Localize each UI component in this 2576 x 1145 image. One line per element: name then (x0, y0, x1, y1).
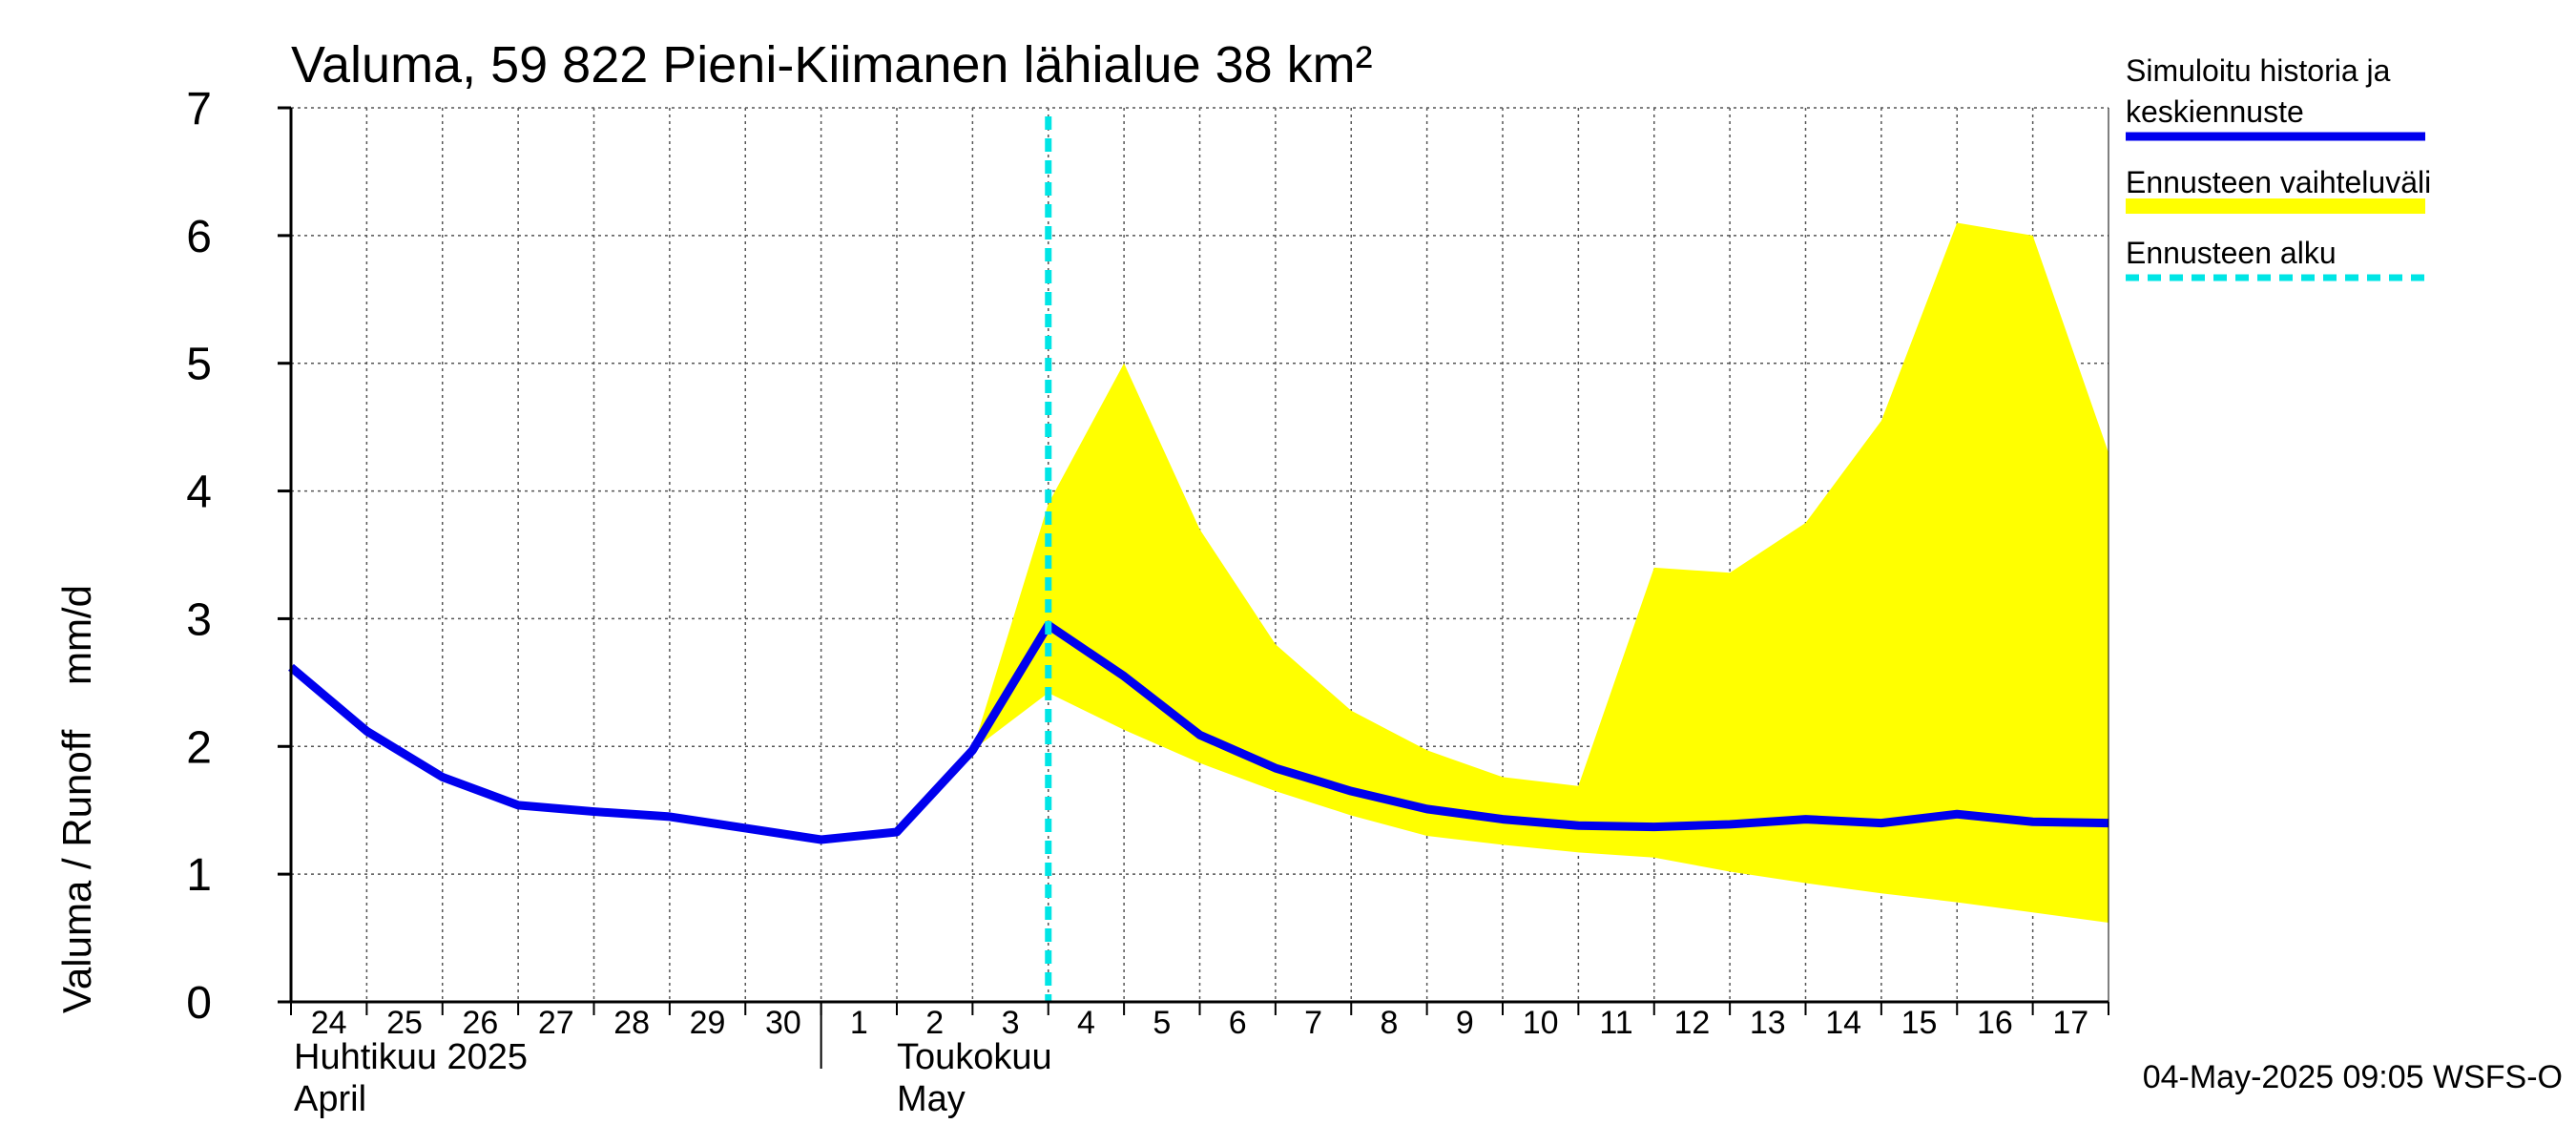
y-tick-label: 0 (186, 978, 212, 1029)
legend-label-simulated: Simuloitu historia ja (2126, 53, 2391, 88)
month-label-fi-may: Toukokuu (897, 1037, 1052, 1077)
x-tick-label: 10 (1523, 1005, 1559, 1041)
x-tick-label: 2 (925, 1005, 944, 1041)
x-tick-label: 15 (1901, 1005, 1938, 1041)
month-label-en-april: April (294, 1079, 366, 1119)
x-tick-label: 9 (1456, 1005, 1474, 1041)
x-tick-label: 3 (1002, 1005, 1020, 1041)
chart-title: Valuma, 59 822 Pieni-Kiimanen lähialue 3… (291, 36, 1373, 94)
month-label-en-may: May (897, 1079, 966, 1119)
month-label-fi-april: Huhtikuu 2025 (294, 1037, 528, 1077)
mean-line-layer (288, 620, 2109, 844)
legend-label-forecast-start: Ennusteen alku (2126, 236, 2337, 270)
x-tick-label: 13 (1750, 1005, 1786, 1041)
y-tick-labels: 0 1 2 3 4 5 6 7 (186, 84, 291, 1029)
y-tick-label: 5 (186, 340, 212, 390)
y-tick-label: 6 (186, 212, 212, 262)
x-tick-labels: 24 25 26 27 28 29 30 1 2 3 4 5 6 7 8 9 10 11 12 13 14 15 16 17 (290, 1002, 2109, 1041)
x-tick-label: 14 (1825, 1005, 1861, 1041)
grid-lines (291, 107, 2109, 1002)
x-tick-label: 7 (1304, 1005, 1322, 1041)
forecast-range-layer (972, 222, 2109, 924)
x-tick-label: 30 (765, 1005, 801, 1041)
legend-label-range: Ennusteen vaihteluväli (2126, 165, 2431, 199)
legend-label-simulated-cont: keskiennuste (2126, 94, 2304, 129)
y-tick-label: 1 (186, 850, 212, 901)
simulated-mean-line (288, 620, 2109, 844)
x-tick-label: 6 (1229, 1005, 1247, 1041)
x-tick-label: 5 (1153, 1005, 1171, 1041)
legend: Simuloitu historia ja keskiennuste Ennus… (2126, 53, 2431, 281)
y-tick-label: 2 (186, 722, 212, 773)
x-tick-label: 27 (538, 1005, 574, 1041)
x-tick-label: 29 (690, 1005, 726, 1041)
x-tick-label: 28 (613, 1005, 650, 1041)
x-tick-label: 25 (386, 1005, 423, 1041)
forecast-range-band (972, 222, 2109, 924)
x-tick-label: 24 (311, 1005, 347, 1041)
timestamp-footer: 04-May-2025 09:05 WSFS-O (2143, 1059, 2563, 1095)
x-tick-label: 17 (2052, 1005, 2088, 1041)
x-tick-label: 4 (1077, 1005, 1095, 1041)
x-tick-label: 26 (463, 1005, 499, 1041)
x-tick-label: 12 (1674, 1005, 1711, 1041)
x-tick-label: 8 (1380, 1005, 1398, 1041)
x-tick-label: 11 (1599, 1005, 1632, 1041)
y-tick-label: 7 (186, 84, 212, 135)
y-tick-label: 3 (186, 594, 212, 645)
y-tick-label: 4 (186, 468, 212, 518)
x-tick-label: 16 (1977, 1005, 2013, 1041)
y-axis-label: Valuma / Runoff mm/d (54, 585, 99, 1013)
x-tick-label: 1 (850, 1005, 868, 1041)
